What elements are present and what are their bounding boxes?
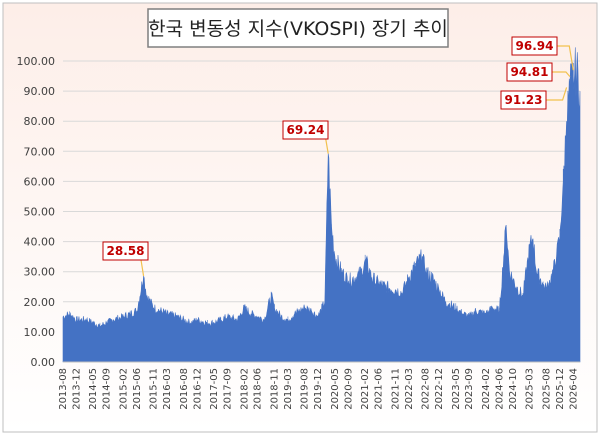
y-tick-label: 30.00: [24, 266, 56, 279]
y-tick-label: 0.00: [31, 356, 56, 369]
title-box: [147, 8, 449, 48]
y-tick-label: 50.00: [24, 206, 56, 219]
x-tick-label: 2015-06: [132, 368, 143, 410]
x-tick-label: 2025-08: [541, 368, 552, 410]
x-tick-label: 2025-03: [525, 368, 536, 410]
x-tick-label: 2016-12: [192, 368, 203, 410]
y-tick-label: 100.00: [17, 55, 56, 68]
data-label-box: [282, 120, 329, 140]
y-tick-label: 10.00: [24, 326, 56, 339]
data-label-box: [500, 90, 547, 110]
x-tick-label: 2015-02: [118, 368, 129, 410]
data-label-box: [102, 241, 149, 261]
data-label: 69.24: [287, 123, 325, 137]
x-tick-label: 2026-04: [568, 368, 579, 410]
chart-title: 한국 변동성 지수(VKOSPI) 장기 추이: [148, 18, 448, 40]
plot-area: [62, 47, 581, 363]
x-tick-label: 2018-06: [253, 368, 264, 410]
vkospi-area-series: [62, 47, 581, 363]
data-label-box: [511, 36, 558, 56]
x-tick-label: 2021-11: [390, 368, 401, 410]
x-tick-label: 2016-03: [162, 368, 173, 410]
x-tick-label: 2019-08: [300, 368, 311, 410]
x-tick-label: 2023-09: [464, 368, 475, 410]
y-tick-label: 70.00: [24, 145, 56, 158]
x-tick-label: 2014-09: [102, 368, 113, 410]
x-tick-label: 2024-02: [481, 368, 492, 410]
x-tick-label: 2024-10: [508, 368, 519, 410]
y-tick-label: 20.00: [24, 296, 56, 309]
leader-line: [546, 87, 568, 101]
y-tick-label: 60.00: [24, 175, 56, 188]
x-tick-label: 2021-06: [374, 368, 385, 410]
x-axis-tick-labels: 2013-08 2013-12 2014-05 2014-09 2015-02 2015-…: [58, 368, 579, 410]
data-label: 28.58: [107, 244, 145, 258]
leader-line: [557, 45, 574, 71]
x-tick-label: 2018-11: [270, 368, 281, 410]
x-tick-label: 2022-08: [421, 368, 432, 410]
x-tick-label: 2017-05: [209, 368, 220, 410]
x-tick-label: 2017-09: [223, 368, 234, 410]
x-tick-label: 2020-05: [330, 368, 341, 410]
data-label: 94.81: [511, 65, 549, 79]
y-tick-label: 80.00: [24, 115, 56, 128]
data-labels: 28.58 69.24 91.23 94.81 96.94: [102, 36, 574, 277]
x-tick-label: 2015-11: [149, 368, 160, 410]
x-tick-label: 2023-05: [451, 368, 462, 410]
y-axis-tick-labels: 0.00 10.00 20.00 30.00 40.00 50.00 60.00 70.00 8…: [17, 55, 56, 369]
x-tick-label: 2018-02: [239, 368, 250, 410]
x-tick-label: 2025-12: [555, 368, 566, 410]
x-tick-label: 2013-08: [58, 368, 69, 410]
x-tick-label: 2019-03: [283, 368, 294, 410]
x-tick-label: 2016-08: [179, 368, 190, 410]
x-tick-label: 2019-12: [313, 368, 324, 410]
x-tick-label: 2014-05: [88, 368, 99, 410]
x-tick-label: 2024-06: [494, 368, 505, 410]
x-tick-label: 2020-09: [343, 368, 354, 410]
data-label: 96.94: [516, 39, 554, 53]
x-tick-label: 2021-02: [360, 368, 371, 410]
y-tick-label: 90.00: [24, 85, 56, 98]
data-label: 91.23: [505, 93, 543, 107]
leader-line: [552, 71, 571, 78]
x-tick-label: 2013-12: [71, 368, 82, 410]
x-tick-label: 2022-03: [404, 368, 415, 410]
data-label-box: [506, 62, 553, 82]
y-tick-label: 40.00: [24, 236, 56, 249]
x-tick-label: 2022-12: [434, 368, 445, 410]
